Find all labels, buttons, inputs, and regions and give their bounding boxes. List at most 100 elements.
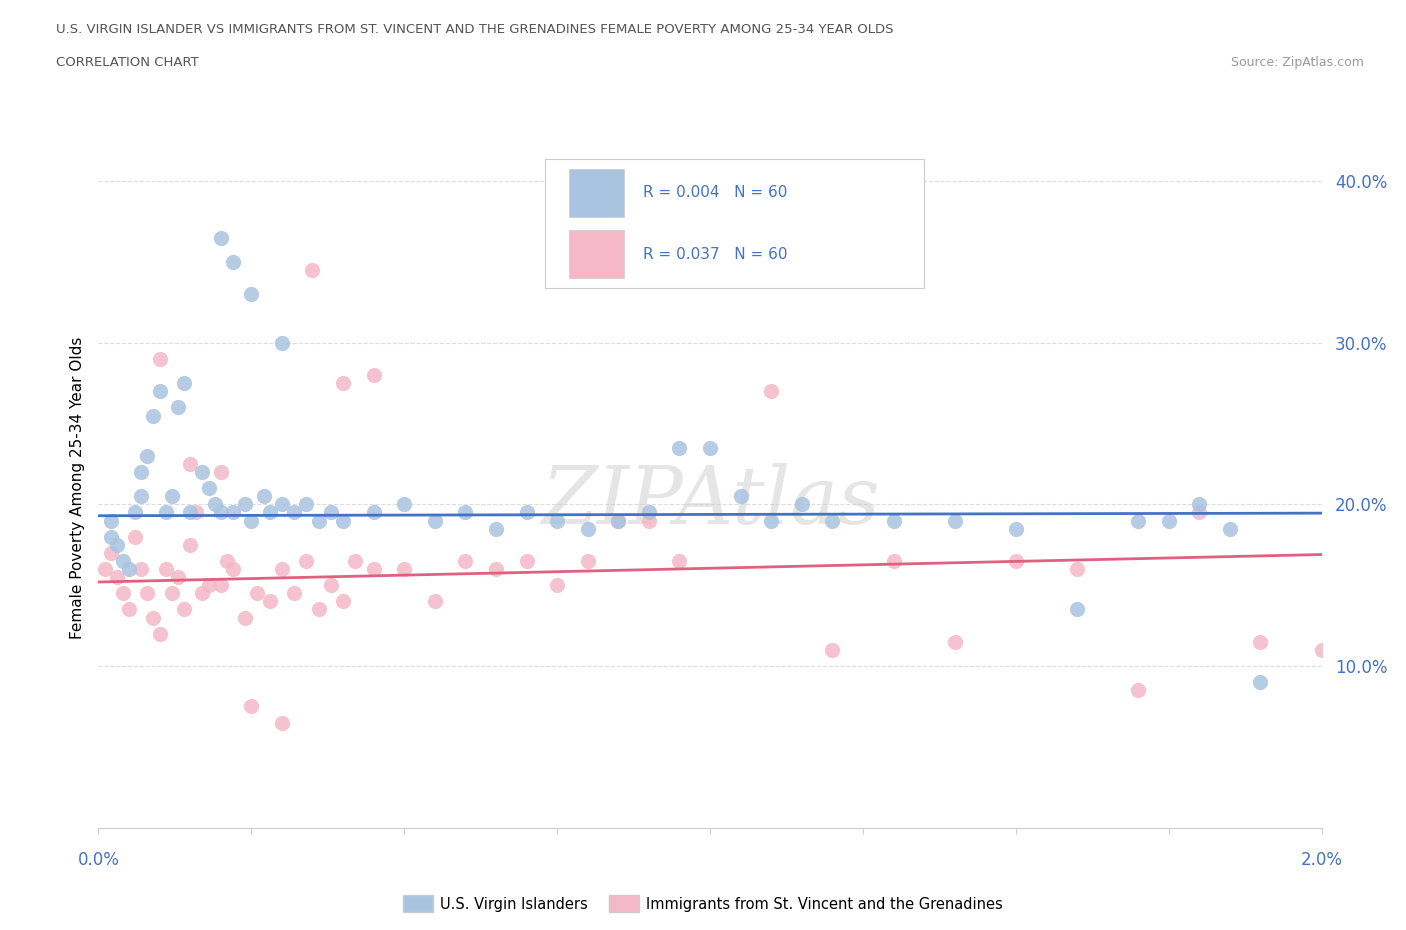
Point: [186, 505, 208, 520]
Point: [197, 578, 219, 592]
Point: [295, 553, 318, 568]
Point: [1188, 505, 1211, 520]
Point: [160, 489, 183, 504]
FancyBboxPatch shape: [546, 159, 924, 288]
Point: [111, 586, 134, 601]
Point: [149, 384, 172, 399]
Point: [124, 529, 146, 544]
Text: U.S. VIRGIN ISLANDER VS IMMIGRANTS FROM ST. VINCENT AND THE GRENADINES FEMALE PO: U.S. VIRGIN ISLANDER VS IMMIGRANTS FROM …: [56, 23, 894, 36]
Point: [363, 505, 385, 520]
Point: [173, 376, 195, 391]
Point: [209, 231, 232, 246]
Point: [204, 497, 226, 512]
Point: [546, 578, 568, 592]
Point: [423, 513, 446, 528]
Point: [1128, 513, 1150, 528]
Point: [179, 505, 201, 520]
Point: [301, 262, 323, 277]
Point: [155, 505, 177, 520]
Point: [392, 562, 416, 577]
Point: [167, 400, 190, 415]
Point: [149, 352, 172, 366]
Point: [129, 562, 152, 577]
Point: [761, 384, 783, 399]
Point: [363, 562, 385, 577]
Text: ZIPAtlas: ZIPAtlas: [541, 463, 879, 540]
Point: [576, 553, 599, 568]
Point: [233, 497, 256, 512]
Point: [209, 505, 232, 520]
Point: [485, 521, 508, 536]
Legend: U.S. Virgin Islanders, Immigrants from St. Vincent and the Grenadines: U.S. Virgin Islanders, Immigrants from S…: [398, 890, 1008, 918]
Point: [821, 643, 844, 658]
Point: [240, 699, 263, 714]
Point: [1066, 602, 1088, 617]
Point: [1157, 513, 1180, 528]
Point: [668, 441, 690, 456]
Point: [259, 505, 281, 520]
Point: [363, 367, 385, 382]
Point: [1219, 521, 1241, 536]
Point: [179, 538, 201, 552]
Point: [270, 562, 294, 577]
Point: [576, 521, 599, 536]
Point: [283, 505, 305, 520]
Point: [240, 513, 263, 528]
Text: R = 0.037   N = 60: R = 0.037 N = 60: [643, 246, 787, 261]
Point: [332, 594, 354, 609]
Point: [943, 634, 966, 649]
Point: [1188, 497, 1211, 512]
Point: [637, 505, 661, 520]
Text: R = 0.004   N = 60: R = 0.004 N = 60: [643, 185, 787, 201]
Point: [222, 255, 245, 270]
Point: [637, 513, 661, 528]
Point: [155, 562, 177, 577]
Point: [270, 497, 294, 512]
Point: [319, 578, 342, 592]
Point: [790, 497, 813, 512]
FancyBboxPatch shape: [569, 169, 624, 217]
Point: [173, 602, 195, 617]
Point: [160, 586, 183, 601]
Point: [111, 553, 134, 568]
Point: [197, 481, 219, 496]
Point: [222, 505, 245, 520]
FancyBboxPatch shape: [569, 231, 624, 278]
Point: [136, 448, 159, 463]
Point: [295, 497, 318, 512]
Text: 0.0%: 0.0%: [77, 851, 120, 869]
Point: [332, 513, 354, 528]
Point: [149, 626, 172, 641]
Point: [1310, 643, 1333, 658]
Point: [129, 465, 152, 480]
Point: [142, 610, 165, 625]
Point: [454, 553, 477, 568]
Point: [240, 286, 263, 301]
Point: [668, 553, 690, 568]
Point: [100, 529, 122, 544]
Point: [191, 465, 214, 480]
Point: [344, 553, 367, 568]
Point: [821, 513, 844, 528]
Point: [546, 513, 568, 528]
Point: [105, 538, 128, 552]
Point: [332, 376, 354, 391]
Point: [1249, 634, 1271, 649]
Point: [730, 489, 752, 504]
Point: [136, 586, 159, 601]
Point: [883, 553, 905, 568]
Point: [1249, 675, 1271, 690]
Point: [259, 594, 281, 609]
Point: [222, 562, 245, 577]
Point: [1128, 683, 1150, 698]
Text: CORRELATION CHART: CORRELATION CHART: [56, 56, 200, 69]
Point: [308, 602, 330, 617]
Point: [423, 594, 446, 609]
Point: [191, 586, 214, 601]
Point: [209, 465, 232, 480]
Point: [1066, 562, 1088, 577]
Point: [1004, 553, 1026, 568]
Point: [607, 513, 630, 528]
Point: [515, 505, 537, 520]
Point: [283, 586, 305, 601]
